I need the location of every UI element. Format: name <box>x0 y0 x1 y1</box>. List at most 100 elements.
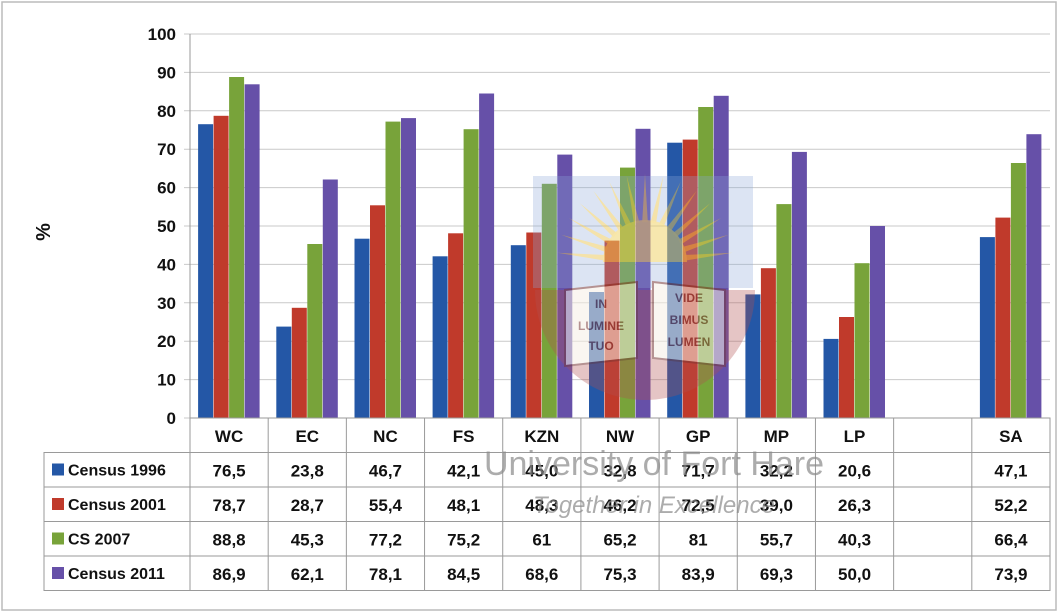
data-label: 45,3 <box>291 531 324 550</box>
bar <box>385 121 401 418</box>
bar <box>854 263 870 418</box>
bar <box>791 151 807 418</box>
bar <box>1026 134 1042 418</box>
data-label: 81 <box>689 531 708 550</box>
bar <box>276 326 292 418</box>
data-label: 45,0 <box>525 462 558 481</box>
y-tick-label: 10 <box>157 371 176 390</box>
crest-sun-ray <box>672 203 711 238</box>
data-label: 47,1 <box>994 462 1027 481</box>
crest-sun <box>603 220 687 262</box>
legend-swatch <box>52 463 64 476</box>
data-label: 40,3 <box>838 531 871 550</box>
y-tick-label: 100 <box>148 25 176 44</box>
data-label: 86,9 <box>213 565 246 584</box>
data-label: 26,3 <box>838 496 871 515</box>
legend-swatch <box>52 532 64 545</box>
crest-motto-word: TUO <box>588 339 613 353</box>
y-tick-label: 60 <box>157 179 176 198</box>
crest-book-right <box>652 280 726 368</box>
x-tick-label: FS <box>453 427 475 446</box>
crest-sun-ray <box>682 234 729 253</box>
bar <box>745 294 761 418</box>
data-label: 50,0 <box>838 565 871 584</box>
crest-motto-word: VIDE <box>675 291 703 305</box>
x-tick-label: WC <box>215 427 243 446</box>
bar <box>432 256 448 418</box>
crest-sun-ray <box>561 234 608 253</box>
y-tick-label: 70 <box>157 140 176 159</box>
data-label: 84,5 <box>447 565 480 584</box>
bar <box>1010 163 1026 418</box>
legend-label: Census 2011 <box>68 566 165 583</box>
data-label: 71,7 <box>682 462 715 481</box>
data-label: 52,2 <box>994 496 1027 515</box>
y-tick-label: 20 <box>157 332 176 351</box>
crest-sun-ray <box>658 181 681 227</box>
data-label: 73,9 <box>994 565 1027 584</box>
data-label: 88,8 <box>213 531 246 550</box>
bar <box>198 124 214 418</box>
data-label: 55,4 <box>369 496 403 515</box>
data-label: 72,5 <box>682 496 715 515</box>
data-label: 62,1 <box>291 565 324 584</box>
x-tick-label: NC <box>373 427 398 446</box>
data-label: 48,3 <box>525 496 558 515</box>
data-label: 69,3 <box>760 565 793 584</box>
legend-label: Census 1996 <box>68 463 166 480</box>
y-tick-label: 30 <box>157 294 176 313</box>
data-label: 76,5 <box>213 462 246 481</box>
bar <box>526 232 542 418</box>
data-label: 23,8 <box>291 462 324 481</box>
y-tick-label: 50 <box>157 217 176 236</box>
data-label: 46,2 <box>603 496 636 515</box>
crest-sun-ray <box>557 252 606 261</box>
legend-label: CS 2007 <box>68 532 130 549</box>
watermark-logo: IN LUMINE TUO VIDE BIMUS LUMEN <box>533 174 755 400</box>
data-label: 68,6 <box>525 565 558 584</box>
crest-sky <box>533 176 753 288</box>
crest-motto-word: IN <box>595 297 607 311</box>
data-label: 78,7 <box>213 496 246 515</box>
x-tick-label: MP <box>764 427 790 446</box>
watermark-line1: University of Fort Hare <box>484 445 824 483</box>
bar <box>635 128 651 419</box>
legend-swatch <box>52 498 64 510</box>
bar <box>370 205 385 418</box>
bar <box>401 118 416 418</box>
crest-motto-word: BIMUS <box>670 313 709 327</box>
crest-sun-ray <box>593 190 624 232</box>
bar <box>229 77 245 418</box>
data-label: 28,7 <box>291 496 324 515</box>
bar <box>839 317 854 418</box>
crest-motto-word: LUMINE <box>578 319 624 333</box>
data-label: 55,7 <box>760 531 793 550</box>
crest-sun-ray <box>666 190 697 232</box>
y-tick-label: 80 <box>157 102 176 121</box>
data-label: 46,7 <box>369 462 402 481</box>
bar <box>776 204 792 418</box>
crest-sun-ray <box>650 175 664 224</box>
data-label: 65,2 <box>603 531 636 550</box>
data-label: 48,1 <box>447 496 480 515</box>
crest-book-left <box>564 280 638 368</box>
data-label: 20,6 <box>838 462 871 481</box>
data-label: 83,9 <box>682 565 715 584</box>
bar <box>448 233 464 418</box>
x-tick-label: LP <box>844 427 866 446</box>
legend-swatch <box>52 567 64 579</box>
data-label: 66,4 <box>994 531 1028 550</box>
crest-sun-ray <box>678 218 722 245</box>
data-label: 75,2 <box>447 531 480 550</box>
data-label: 32,8 <box>603 462 636 481</box>
bar <box>995 217 1011 418</box>
legend-label: Census 2001 <box>68 497 166 514</box>
x-tick-label: GP <box>686 427 711 446</box>
data-label: 75,3 <box>603 565 636 584</box>
crest-sun-ray <box>568 218 612 245</box>
crest-motto-word: LUMEN <box>668 335 711 349</box>
crest-sun-ray <box>642 174 648 223</box>
data-label: 61 <box>532 531 551 550</box>
bar <box>979 237 995 418</box>
crest-sun-ray <box>579 203 618 238</box>
